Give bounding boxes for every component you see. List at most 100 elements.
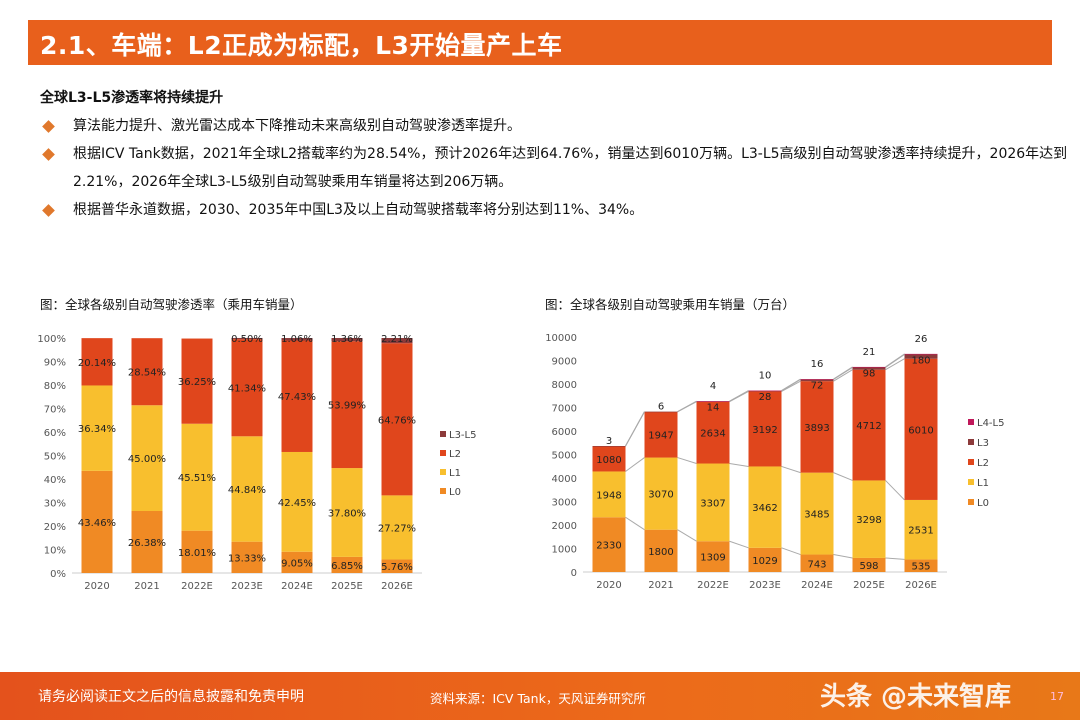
data-label: 3307 — [700, 498, 725, 509]
data-label: 6 — [658, 402, 664, 413]
data-label: 53.99% — [328, 401, 366, 412]
bar-segment-l2 — [592, 446, 626, 472]
data-label: 1029 — [752, 556, 777, 567]
data-label: 1948 — [596, 490, 621, 501]
data-label: 37.80% — [328, 508, 366, 519]
data-label: 3298 — [856, 515, 881, 526]
x-tick-label: 2021 — [134, 581, 159, 592]
y-tick-label: 7000 — [552, 404, 577, 415]
series-line — [729, 463, 749, 467]
data-label: 3485 — [804, 510, 829, 521]
x-tick-label: 2022E — [697, 580, 729, 591]
bar-segment-l2 — [904, 358, 938, 500]
x-tick-label: 2020 — [84, 581, 109, 592]
legend-swatch-l4-l5 — [968, 419, 974, 425]
bar-segment-l1 — [592, 471, 626, 518]
legend-label: L2 — [449, 449, 461, 460]
data-label: 2531 — [908, 526, 933, 537]
data-label: 743 — [807, 559, 826, 570]
bar-segment-l0 — [231, 541, 263, 573]
bar-segment-l2 — [748, 391, 782, 467]
bar-segment-l1 — [231, 436, 263, 542]
data-label: 1.06% — [281, 334, 313, 345]
legend-swatch-l3 — [968, 439, 974, 445]
legend-swatch-l0 — [440, 488, 446, 494]
series-line — [833, 366, 853, 380]
section-subtitle: 全球L3-L5渗透率将持续提升 — [40, 90, 224, 106]
page-number: 17 — [1050, 690, 1064, 703]
x-tick-label: 2023E — [231, 581, 263, 592]
series-line — [625, 516, 645, 531]
disclaimer[interactable]: 请务必阅读正文之后的信息披露和免责申明 — [38, 689, 304, 705]
y-tick-label: 0 — [571, 568, 577, 579]
y-tick-label: 6000 — [552, 427, 577, 438]
bar-segment-l1 — [81, 385, 113, 471]
series-line — [833, 472, 853, 481]
data-label: 3192 — [752, 425, 777, 436]
legend-swatch-l2 — [440, 450, 446, 456]
data-label: 21 — [863, 347, 876, 358]
x-tick-label: 2021 — [648, 580, 673, 591]
bar-segment-l0 — [381, 559, 413, 573]
legend-swatch-l2 — [968, 459, 974, 465]
series-line — [781, 380, 801, 392]
y-tick-label: 50% — [44, 452, 66, 463]
chart-title-sales: 图：全球各级别自动驾驶乘用车销量（万台） — [545, 297, 796, 312]
bullet-text: 根据普华永道数据，2030、2035年中国L3及以上自动驾驶搭载率将分别达到11… — [73, 202, 644, 218]
series-line — [729, 540, 749, 549]
legend-label: L3-L5 — [449, 430, 476, 441]
data-label: 3893 — [804, 423, 829, 434]
bar-segment-l0 — [800, 554, 834, 572]
series-line — [781, 465, 801, 474]
x-tick-label: 2025E — [853, 580, 885, 591]
data-label: 41.34% — [228, 384, 266, 395]
bar-segment-l1 — [904, 499, 938, 560]
data-label: 26 — [915, 334, 928, 345]
data-label: 72 — [811, 380, 824, 391]
bar-segment-l1 — [281, 451, 313, 552]
legend-label: L0 — [449, 487, 461, 498]
bar-segment-l0 — [852, 557, 886, 572]
bar-segment-l0 — [904, 559, 938, 572]
series-line — [625, 411, 645, 447]
data-label: 20.14% — [78, 358, 116, 369]
bar-segment-l2 — [644, 411, 678, 458]
bullet-list: 算法能力提升、激光雷达成本下降推动未来高级别自动驾驶渗透率提升。 根据ICV T… — [40, 112, 1070, 224]
bar-segment-l1 — [381, 495, 413, 560]
bar-segment-l3 — [592, 446, 626, 447]
data-label: 42.45% — [278, 498, 316, 509]
bar-segment-l3-l5 — [331, 338, 363, 342]
y-tick-label: 5000 — [552, 451, 577, 462]
legend-label: L4-L5 — [977, 418, 1004, 429]
data-label: 180 — [911, 355, 930, 366]
bullet-text: 根据ICV Tank数据，2021年全球L2搭载率约为28.54%，预计2026… — [73, 146, 1068, 190]
bar-segment-l0 — [331, 556, 363, 573]
data-label: 3462 — [752, 503, 777, 514]
data-label: 45.51% — [178, 473, 216, 484]
watermark: 头条 @未来智库 — [820, 682, 1012, 712]
data-label: 13.33% — [228, 553, 266, 564]
data-label: 0.50% — [231, 334, 263, 345]
legend-label: L0 — [977, 498, 989, 509]
y-tick-label: 80% — [44, 381, 66, 392]
data-label: 3 — [606, 436, 612, 447]
bar-segment-l2 — [81, 338, 113, 386]
series-line — [885, 557, 905, 560]
data-label: 3070 — [648, 490, 673, 501]
legend-swatch-l3-l5 — [440, 431, 446, 437]
data-label: 2634 — [700, 429, 725, 440]
bar-segment-l1 — [748, 466, 782, 548]
data-label: 4 — [710, 381, 716, 392]
legend-swatch-l1 — [968, 479, 974, 485]
y-tick-label: 1000 — [552, 545, 577, 556]
data-label: 47.43% — [278, 392, 316, 403]
y-tick-label: 9000 — [552, 357, 577, 368]
series-line — [677, 457, 697, 465]
series-line — [885, 353, 905, 368]
data-label: 36.25% — [178, 377, 216, 388]
data-label: 2.21% — [381, 334, 413, 345]
x-tick-label: 2026E — [381, 581, 413, 592]
bar-segment-l1 — [644, 457, 678, 530]
data-label: 26.38% — [128, 538, 166, 549]
